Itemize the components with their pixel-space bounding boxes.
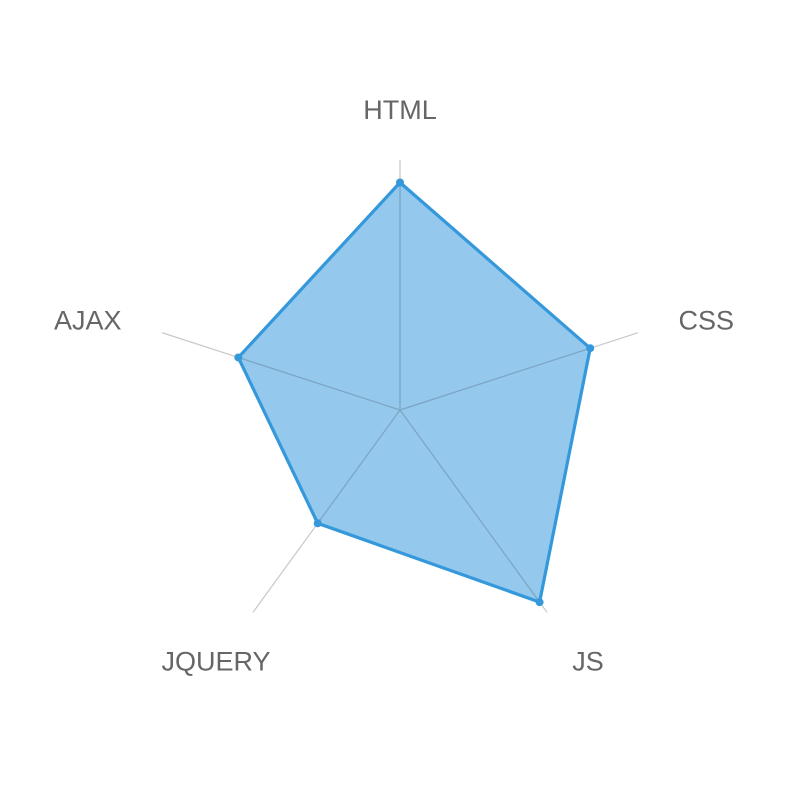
axis-label-jquery: JQUERY (161, 647, 270, 677)
data-point-ajax[interactable] (234, 353, 243, 362)
data-point-css[interactable] (586, 344, 595, 353)
inner-axis-line-jquery (317, 409, 401, 524)
inner-axis-line-js (399, 409, 541, 603)
axis-label-html: HTML (363, 95, 437, 125)
axis-label-css: CSS (679, 306, 735, 336)
axis-label-js: JS (572, 647, 604, 677)
axis-label-ajax: AJAX (54, 306, 122, 336)
data-point-js[interactable] (535, 598, 544, 607)
inner-axis-line-css (399, 347, 591, 411)
series-area (236, 180, 592, 605)
data-point-jquery[interactable] (313, 519, 322, 528)
inner-axis-line-ajax (238, 356, 401, 411)
data-point-html[interactable] (396, 178, 404, 187)
